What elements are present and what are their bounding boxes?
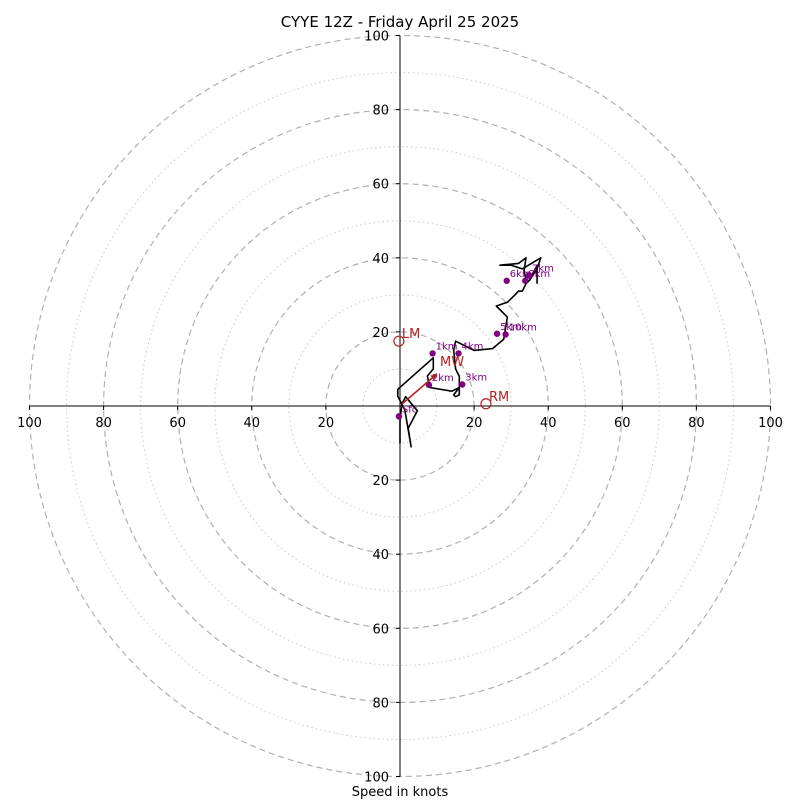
x-tick-label: 100 <box>758 416 783 431</box>
height-marker-3km <box>459 381 466 388</box>
motion-label-LM: LM <box>402 327 420 342</box>
x-tick-label: 60 <box>169 416 186 431</box>
height-marker-8km <box>522 277 529 284</box>
height-marker-1km <box>429 350 436 357</box>
y-tick-label: 40 <box>372 252 389 267</box>
height-marker-Sfc <box>395 413 403 420</box>
tick-labels: 100 80 60 40 20 20 40 60 80 100 100 80 60 40 20 20 40 60 8… <box>17 30 783 786</box>
motion-marker-LM <box>393 335 405 347</box>
y-tick-label: 80 <box>372 696 389 711</box>
y-tick-label: 60 <box>372 178 389 193</box>
x-tick-label: 80 <box>95 416 112 431</box>
x-tick-label: 40 <box>244 416 261 431</box>
y-tick-label: 20 <box>372 326 389 341</box>
y-tick-label: 60 <box>372 622 389 637</box>
x-tick-label: 20 <box>318 416 335 431</box>
height-marker-5km <box>493 330 501 337</box>
height-label-3km: 3km <box>465 373 487 384</box>
height-label-4km: 4km <box>462 341 484 352</box>
height-marker-10km <box>502 331 509 338</box>
y-tick-label: 40 <box>372 548 389 563</box>
axes <box>29 35 771 777</box>
height-marker-2km <box>425 381 433 389</box>
x-tick-label: 60 <box>614 416 631 431</box>
height-marker-7km <box>525 272 533 279</box>
height-label-6km: 6km <box>510 269 532 280</box>
y-tick-label: 20 <box>372 474 389 489</box>
hodograph-line <box>396 256 542 448</box>
x-tick-label: 100 <box>17 416 42 431</box>
y-tick-label: 100 <box>364 771 389 786</box>
height-label-1km: 1km <box>436 341 458 352</box>
motion-label-RM: RM <box>489 390 509 405</box>
height-label-Sfc: Sfc <box>402 404 417 415</box>
height-label-5km: 5km <box>500 322 522 333</box>
mean-wind-arrowhead <box>430 373 438 381</box>
motion-label-MW: MW <box>440 355 464 370</box>
storm-motions: RM LM MW <box>393 327 509 410</box>
height-marker-6km <box>503 277 510 284</box>
x-tick-label: 40 <box>540 416 557 431</box>
height-label-2km: 2km <box>432 373 454 384</box>
height-label-7km: 7km <box>532 264 554 275</box>
motion-marker-RM <box>480 398 492 410</box>
height-marker-4km <box>455 350 462 357</box>
y-tick-label: 80 <box>372 104 389 119</box>
mean-wind-vector <box>401 373 438 405</box>
x-axis-label: Speed in knots <box>352 785 449 800</box>
height-label-8km: 8km <box>528 269 550 280</box>
height-label-10km: 10km <box>509 322 537 333</box>
chart-title: CYYE 12Z - Friday April 25 2025 <box>281 13 519 31</box>
y-tick-label: 100 <box>364 30 389 45</box>
x-tick-label: 20 <box>466 416 483 431</box>
x-tick-label: 80 <box>688 416 705 431</box>
hodograph-trace <box>396 256 542 448</box>
